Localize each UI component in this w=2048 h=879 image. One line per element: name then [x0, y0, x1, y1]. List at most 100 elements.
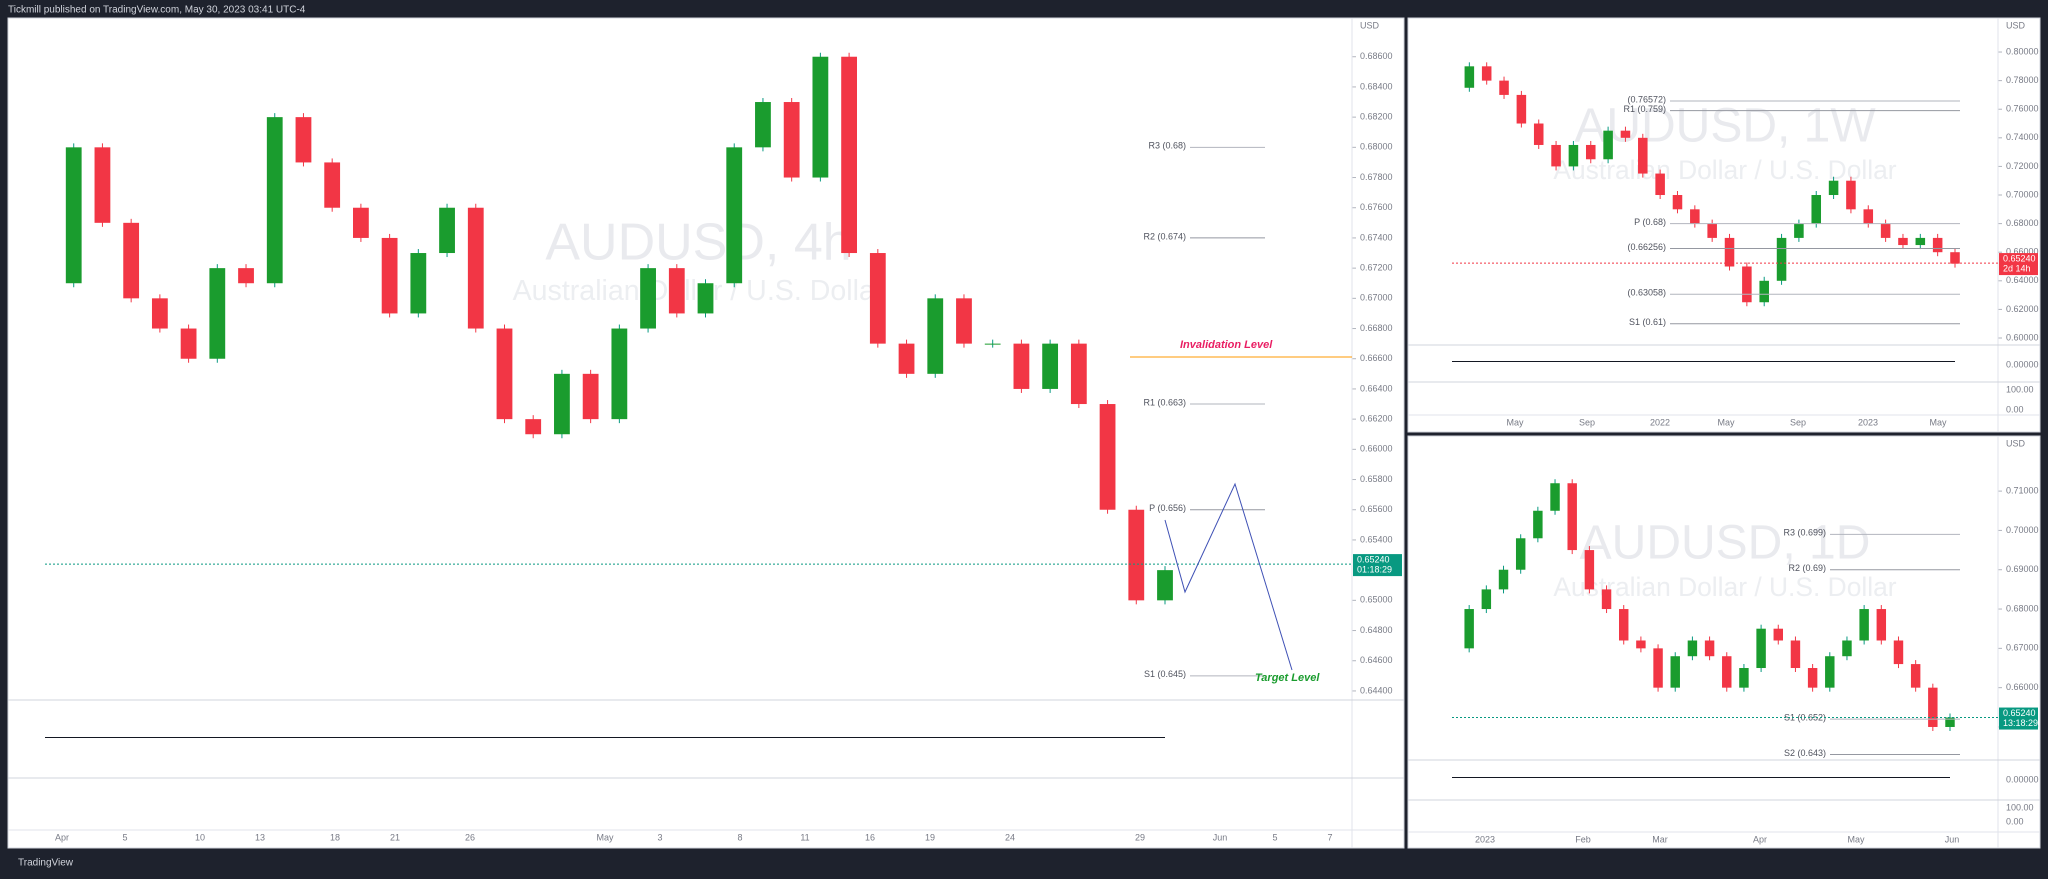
candle: [1551, 144, 1561, 167]
x-tick-label: May: [1717, 417, 1735, 427]
candle: [1499, 80, 1509, 95]
candle: [94, 147, 111, 223]
x-tick-label: 16: [865, 832, 875, 842]
candle: [1636, 640, 1646, 649]
candle: [1464, 66, 1475, 88]
pivot-label: R2 (0.69): [1788, 563, 1826, 573]
candle: [611, 328, 628, 420]
candle: [1893, 640, 1904, 665]
y-tick-label: 0.65800: [1360, 474, 1393, 484]
candle: [1568, 144, 1579, 167]
candle: [1859, 609, 1869, 641]
oscillator-label: 0.00000: [2006, 774, 2039, 784]
candle: [151, 298, 168, 329]
oscillator-label: 0.00: [2006, 816, 2024, 826]
y-tick-label: 0.67000: [2006, 643, 2039, 653]
y-tick-label: 0.65600: [1360, 504, 1393, 514]
x-tick-label: 19: [925, 832, 935, 842]
candle: [1690, 209, 1700, 224]
last-price-label: 0.65240: [2003, 253, 2036, 263]
currency-label: USD: [2006, 20, 2026, 30]
candle: [1619, 609, 1629, 641]
candle: [984, 343, 1001, 345]
x-tick-label: 18: [330, 832, 340, 842]
pivot-label: R1 (0.663): [1143, 397, 1186, 407]
candle: [1863, 209, 1874, 224]
candle: [1498, 569, 1509, 590]
candle: [1876, 609, 1887, 641]
candle: [1515, 538, 1526, 570]
pivot-label: (0.63058): [1627, 288, 1666, 298]
candle: [1807, 668, 1818, 688]
y-tick-label: 0.64600: [1360, 655, 1393, 665]
y-tick-label: 0.66800: [1360, 323, 1393, 333]
pivot-label: (0.66256): [1627, 242, 1666, 252]
candle: [467, 207, 484, 329]
candle: [525, 419, 542, 435]
oscillator-label: 100.00: [2006, 802, 2034, 812]
candle: [1157, 570, 1173, 601]
candle: [1842, 640, 1852, 657]
countdown: 01:18:29: [1357, 564, 1392, 574]
last-price-label: 0.65240: [1357, 554, 1390, 564]
candle: [1759, 280, 1769, 303]
candle: [1739, 668, 1749, 688]
candle: [353, 207, 369, 238]
candle: [1776, 237, 1787, 281]
y-tick-label: 0.68000: [1360, 142, 1393, 152]
y-tick-label: 0.64800: [1360, 625, 1393, 635]
candle: [1704, 640, 1715, 657]
x-tick-label: 26: [465, 832, 475, 842]
x-tick-label: 24: [1005, 832, 1015, 842]
y-tick-label: 0.67800: [1360, 172, 1393, 182]
y-tick-label: 0.67600: [1360, 202, 1393, 212]
y-tick-label: 0.70000: [2006, 189, 2039, 199]
y-tick-label: 0.67200: [1360, 263, 1393, 273]
candle: [869, 253, 886, 344]
candle: [1707, 223, 1717, 238]
pivot-label: S1 (0.645): [1144, 669, 1186, 679]
candle: [1567, 483, 1577, 551]
chart-pane: [1407, 435, 2041, 849]
candle: [1724, 237, 1735, 267]
candle: [1584, 550, 1595, 590]
pivot-label: S2 (0.643): [1784, 748, 1826, 758]
y-tick-label: 0.66400: [1360, 383, 1393, 393]
pivot-label: R3 (0.699): [1783, 528, 1826, 538]
x-tick-label: Feb: [1575, 834, 1591, 844]
candle: [1828, 180, 1839, 196]
candle: [1756, 628, 1766, 669]
candle: [324, 162, 341, 208]
candle: [1910, 664, 1921, 688]
candle: [1722, 656, 1732, 688]
y-tick-label: 0.65000: [1360, 595, 1393, 605]
candle: [554, 373, 570, 435]
x-tick-label: 5: [122, 832, 127, 842]
y-tick-label: 0.68600: [1360, 51, 1393, 61]
candle: [496, 328, 513, 420]
candle: [1811, 195, 1822, 224]
x-tick-label: 2023: [1858, 417, 1878, 427]
x-tick-label: Jun: [1213, 832, 1228, 842]
y-tick-label: 0.64400: [1360, 685, 1393, 695]
oscillator-label: 100.00: [2006, 384, 2034, 394]
projection-path: [1164, 482, 1293, 671]
candle: [1099, 404, 1116, 510]
x-tick-label: 7: [1327, 832, 1332, 842]
candle: [1655, 173, 1665, 196]
candle: [1928, 687, 1938, 727]
watermark: AUDUSD, 4h: [545, 213, 851, 271]
candle: [1898, 237, 1908, 246]
last-price-tag: [1999, 253, 2038, 276]
y-tick-label: 0.69000: [2006, 564, 2039, 574]
candle: [1950, 252, 1960, 264]
pivot-label: (0.76572): [1627, 94, 1666, 104]
oscillator-label: 0.00: [2006, 404, 2024, 414]
pivot-label: R3 (0.68): [1148, 141, 1186, 151]
y-tick-label: 0.76000: [2006, 104, 2039, 114]
footer-brand: TradingView: [18, 858, 74, 869]
candle: [1932, 237, 1943, 253]
currency-label: USD: [1360, 20, 1380, 30]
